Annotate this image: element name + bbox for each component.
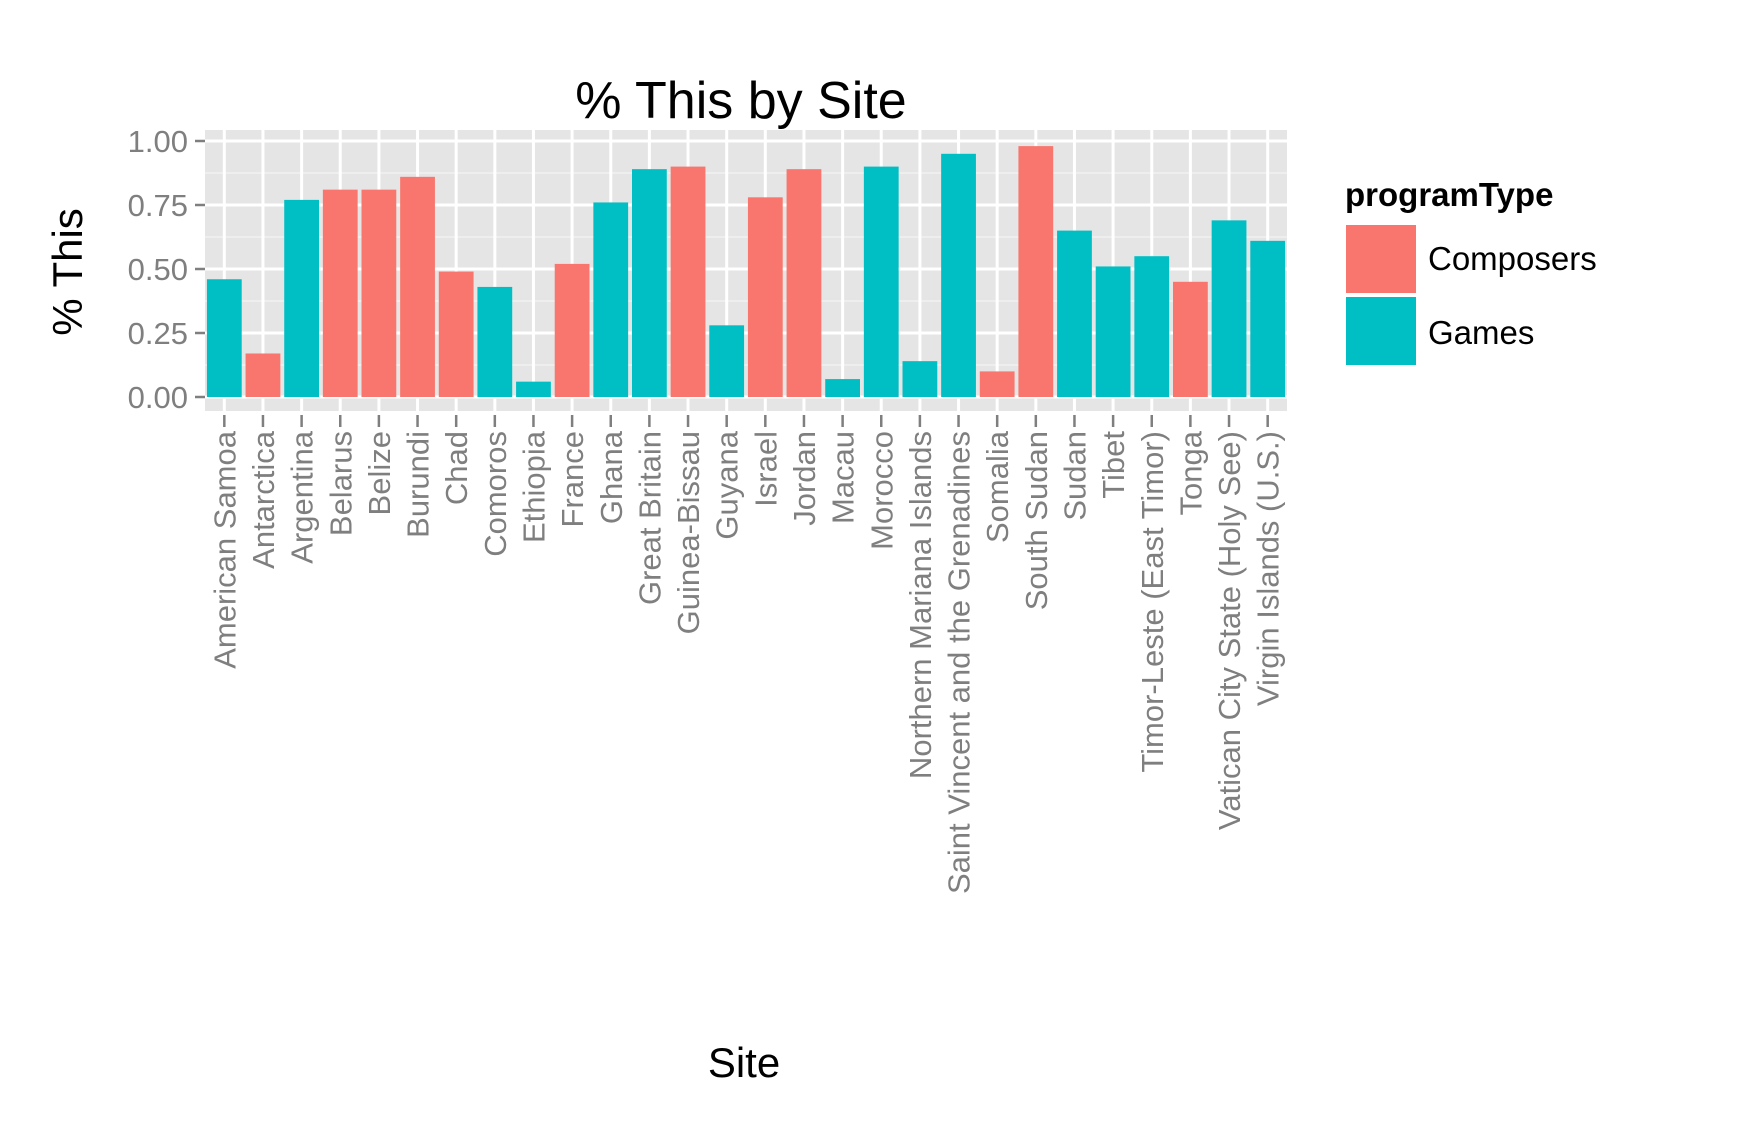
legend-label-games: Games — [1428, 314, 1534, 351]
bar-virgin-islands-u-s — [1250, 240, 1286, 397]
y-axis: 0.00 0.25 0.50 0.75 1.00 — [128, 124, 205, 415]
bar-morocco — [863, 166, 899, 397]
legend: programType Composers Games — [1344, 176, 1597, 367]
bar-timor-leste-east-timor — [1134, 256, 1170, 397]
legend-title: programType — [1345, 176, 1553, 213]
x-axis: American Samoa Antarctica Argentina Belarus… — [207, 415, 1286, 894]
x-tick-label-tonga: Tonga — [1173, 430, 1208, 515]
bar-saint-vincent-and-the-grenadines — [941, 153, 976, 397]
bar-macau — [825, 379, 860, 397]
bar-antarctica — [245, 353, 281, 397]
x-tick-label-macau: Macau — [826, 431, 861, 524]
bar-israel — [747, 197, 783, 397]
bar-ghana — [593, 202, 629, 397]
x-tick-label-belize: Belize — [362, 431, 397, 515]
x-tick-label-comoros: Comoros — [478, 431, 513, 557]
bar-belarus — [322, 189, 358, 397]
bar-burundi — [400, 176, 435, 397]
y-tick-label: 0.25 — [128, 316, 188, 351]
legend-swatch-composers — [1344, 223, 1418, 295]
x-tick-label-great-britain: Great Britain — [632, 431, 667, 605]
x-tick-label-guyana: Guyana — [710, 430, 745, 539]
x-tick-label-morocco: Morocco — [864, 431, 899, 550]
bar-vatican-city-state-holy-see — [1211, 220, 1247, 397]
x-tick-label-vatican-city-state-holy-see: Vatican City State (Holy See) — [1212, 431, 1247, 830]
x-tick-label-ghana: Ghana — [594, 430, 629, 524]
bar-sudan — [1057, 230, 1092, 397]
x-tick-label-france: France — [555, 431, 590, 527]
bar-somalia — [979, 371, 1015, 397]
x-tick-label-timor-leste-east-timor: Timor-Leste (East Timor) — [1135, 431, 1170, 773]
bar-france — [554, 263, 590, 397]
bar-tonga — [1173, 281, 1208, 397]
x-tick-label-chad: Chad — [439, 431, 474, 505]
x-tick-label-northern-mariana-islands: Northern Mariana Islands — [903, 431, 938, 779]
x-tick-label-sudan: Sudan — [1057, 431, 1092, 521]
bar-chad — [438, 271, 474, 397]
x-axis-title: Site — [708, 1039, 780, 1086]
y-axis-title: % This — [44, 208, 91, 336]
x-tick-label-ethiopia: Ethiopia — [516, 430, 551, 543]
x-tick-label-saint-vincent-and-the-grenadines: Saint Vincent and the Grenadines — [942, 431, 977, 894]
y-tick-label: 1.00 — [128, 124, 188, 159]
bars — [206, 146, 1286, 397]
x-tick-label-israel: Israel — [748, 431, 783, 507]
x-tick-label-south-sudan: South Sudan — [1019, 431, 1054, 610]
bar-belize — [361, 189, 397, 397]
legend-swatch-games — [1344, 295, 1418, 367]
bar-northern-mariana-islands — [902, 361, 938, 397]
bar-great-britain — [632, 169, 667, 397]
bar-comoros — [477, 286, 513, 397]
bar-south-sudan — [1018, 146, 1054, 397]
bar-argentina — [284, 199, 319, 397]
x-tick-label-antarctica: Antarctica — [246, 430, 281, 569]
bar-guyana — [709, 325, 745, 397]
bar-tibet — [1095, 266, 1131, 397]
x-tick-label-virgin-islands-u-s: Virgin Islands (U.S.) — [1251, 431, 1286, 706]
x-tick-label-burundi: Burundi — [401, 431, 436, 538]
x-tick-label-jordan: Jordan — [787, 431, 822, 526]
x-tick-label-tibet: Tibet — [1096, 431, 1131, 499]
y-tick-label: 0.50 — [128, 252, 188, 287]
bar-jordan — [786, 169, 822, 397]
x-tick-label-somalia: Somalia — [980, 430, 1015, 543]
bar-ethiopia — [516, 381, 551, 397]
legend-label-composers: Composers — [1428, 240, 1597, 277]
chart-title: % This by Site — [575, 72, 906, 130]
x-tick-label-argentina: Argentina — [285, 430, 320, 563]
bar-guinea-bissau — [670, 166, 706, 397]
x-tick-label-belarus: Belarus — [323, 431, 358, 536]
x-tick-label-guinea-bissau: Guinea-Bissau — [671, 431, 706, 634]
y-tick-label: 0.00 — [128, 380, 188, 415]
x-tick-label-american-samoa: American Samoa — [207, 430, 242, 669]
bar-american-samoa — [206, 279, 242, 397]
y-tick-label: 0.75 — [128, 188, 188, 223]
